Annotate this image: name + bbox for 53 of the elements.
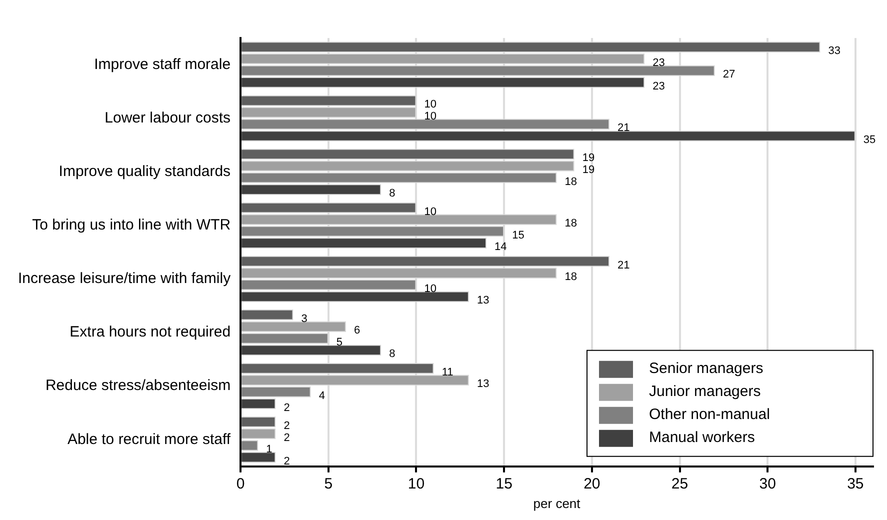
y-tick-label: Extra hours not required xyxy=(70,324,231,341)
data-label: 2 xyxy=(284,402,290,414)
y-tick-label: Reduce stress/absenteeism xyxy=(45,377,231,394)
x-tick-label: 10 xyxy=(408,476,425,493)
x-tick-label: 25 xyxy=(671,476,688,493)
data-label: 35 xyxy=(863,134,876,146)
data-label: 10 xyxy=(424,98,436,111)
data-label: 6 xyxy=(354,324,360,337)
data-label: 21 xyxy=(617,259,630,272)
y-tick-label: Improve staff morale xyxy=(94,56,231,73)
legend-label: Junior managers xyxy=(649,383,761,400)
data-label: 19 xyxy=(582,164,595,176)
data-label: 2 xyxy=(284,420,290,432)
data-label: 11 xyxy=(442,366,454,378)
data-label: 8 xyxy=(389,188,396,200)
data-label: 2 xyxy=(284,455,290,468)
data-label: 5 xyxy=(336,336,343,348)
legend-label: Senior managers xyxy=(649,360,764,378)
data-label: 18 xyxy=(564,218,578,230)
data-label: 18 xyxy=(564,271,578,284)
data-label: 15 xyxy=(512,229,524,242)
data-label: 2 xyxy=(284,432,290,444)
data-label: 14 xyxy=(494,241,507,254)
data-label: 33 xyxy=(828,45,841,58)
data-label: 27 xyxy=(722,68,736,81)
data-label: 8 xyxy=(389,348,396,360)
y-tick-label: Improve quality standards xyxy=(58,163,231,180)
data-label: 18 xyxy=(564,176,578,188)
x-tick-label: 20 xyxy=(584,476,600,493)
x-tick-label: 15 xyxy=(496,476,512,493)
data-label: 19 xyxy=(582,152,595,164)
x-axis-title: per cent xyxy=(533,496,581,511)
data-label: 4 xyxy=(318,390,325,402)
data-label: 13 xyxy=(476,294,490,307)
y-tick-label: Able to recruit more staff xyxy=(67,430,232,448)
x-tick-label: 30 xyxy=(759,476,776,493)
data-label: 3 xyxy=(301,312,308,325)
x-tick-label: 5 xyxy=(324,476,333,493)
data-label: 21 xyxy=(617,122,630,134)
data-label: 23 xyxy=(652,80,665,92)
y-tick-label: To bring us into line with WTR xyxy=(32,216,231,234)
data-label: 10 xyxy=(424,282,436,295)
data-label: 23 xyxy=(652,56,665,69)
data-label: 10 xyxy=(424,206,436,218)
legend-label: Other non-manual xyxy=(649,406,770,424)
data-label: 10 xyxy=(424,110,436,122)
y-tick-label: Increase leisure/time with family xyxy=(18,270,232,288)
x-tick-label: 0 xyxy=(236,476,245,493)
data-label: 13 xyxy=(476,378,490,390)
y-tick-label: Lower labour costs xyxy=(104,109,231,126)
data-label: 1 xyxy=(266,444,272,456)
legend-label: Manual workers xyxy=(649,429,755,446)
x-tick-label: 35 xyxy=(847,476,864,493)
